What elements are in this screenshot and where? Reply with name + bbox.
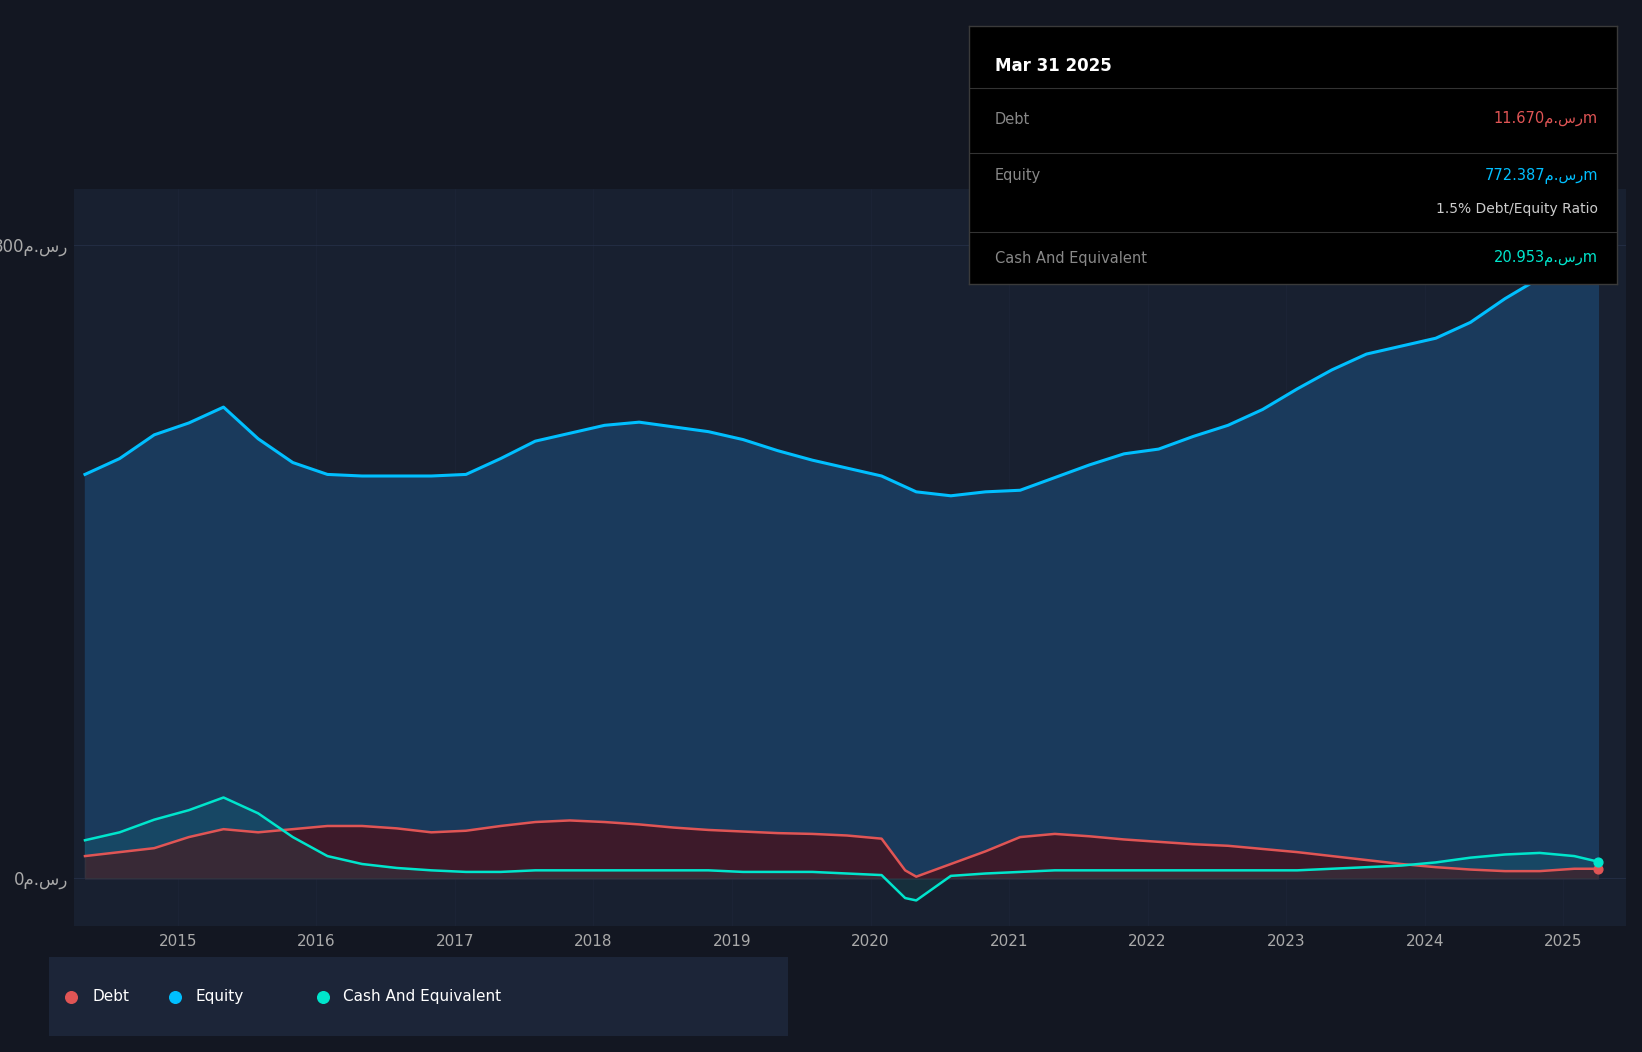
- Text: 20.953م.سرm: 20.953م.سرm: [1494, 250, 1598, 266]
- Text: Mar 31 2025: Mar 31 2025: [995, 57, 1112, 76]
- Text: Equity: Equity: [195, 989, 243, 1005]
- Point: [1585, 243, 1611, 260]
- Text: 772.387م.سرm: 772.387م.سرm: [1484, 167, 1598, 184]
- Point: [59, 989, 85, 1006]
- Text: Debt: Debt: [995, 112, 1030, 126]
- Text: Equity: Equity: [995, 168, 1041, 183]
- Point: [309, 989, 337, 1006]
- Text: 11.670م.سرm: 11.670م.سرm: [1494, 112, 1598, 127]
- Text: Cash And Equivalent: Cash And Equivalent: [995, 250, 1146, 266]
- Point: [1585, 861, 1611, 877]
- Point: [163, 989, 189, 1006]
- Point: [1585, 853, 1611, 870]
- Text: 1.5% Debt/Equity Ratio: 1.5% Debt/Equity Ratio: [1435, 202, 1598, 217]
- Text: Cash And Equivalent: Cash And Equivalent: [343, 989, 501, 1005]
- Text: Debt: Debt: [92, 989, 130, 1005]
